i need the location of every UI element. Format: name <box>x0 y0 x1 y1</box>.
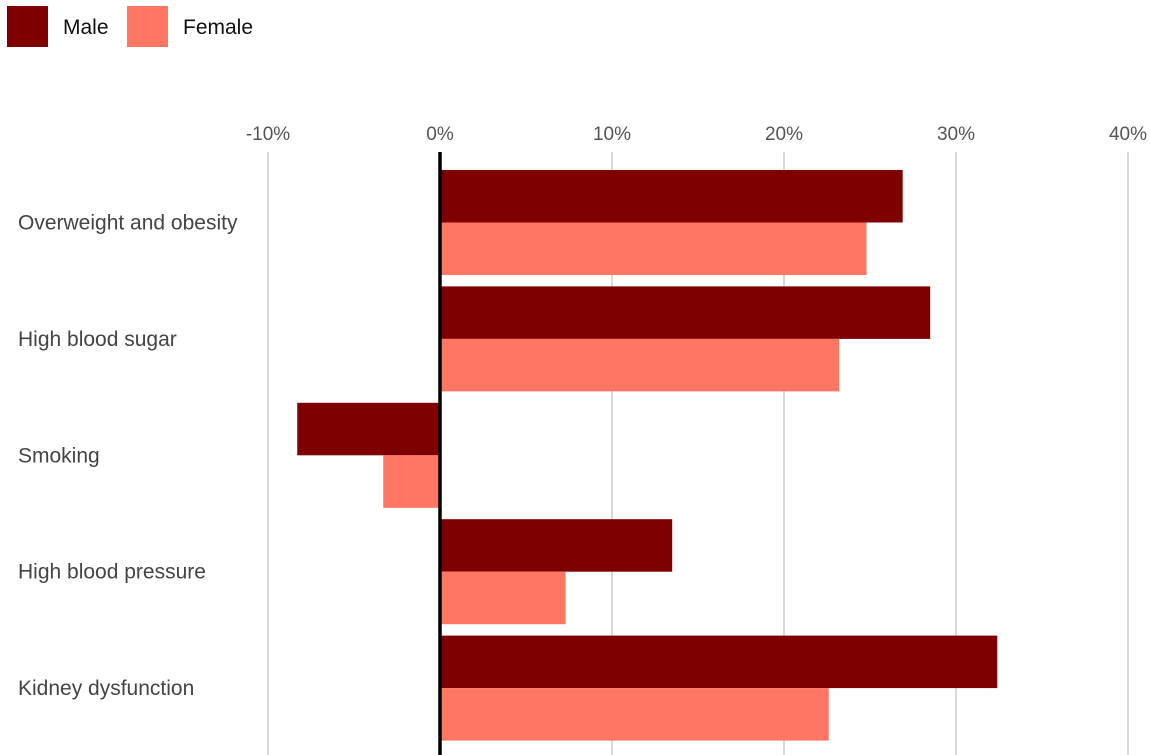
category-label-kidney-dysfunction: Kidney dysfunction <box>18 677 194 700</box>
category-labels: Overweight and obesity High blood sugar Sm… <box>18 212 238 701</box>
bar-male-overweight-and-obesity <box>440 170 903 223</box>
category-label-smoking: Smoking <box>18 444 100 467</box>
legend: Male Female <box>7 6 253 47</box>
category-label-high-blood-pressure: High blood pressure <box>18 561 206 584</box>
legend-label-female: Female <box>183 16 253 39</box>
bar-male-high-blood-pressure <box>440 519 673 572</box>
x-axis-tick-labels: -10% 0% 10% 20% 30% 40% <box>246 124 1147 145</box>
x-tick-label: 0% <box>426 124 454 145</box>
x-tick-label: 40% <box>1109 124 1147 145</box>
x-tick-label: 20% <box>765 124 803 145</box>
bar-female-high-blood-pressure <box>440 571 566 625</box>
legend-swatch-female <box>127 6 168 47</box>
bars <box>297 170 998 741</box>
x-tick-label: 10% <box>593 124 631 145</box>
x-tick-label: 30% <box>937 124 975 145</box>
category-label-overweight-and-obesity: Overweight and obesity <box>18 212 238 235</box>
bar-male-smoking <box>297 402 440 456</box>
bar-male-high-blood-sugar <box>440 286 931 339</box>
category-label-high-blood-sugar: High blood sugar <box>18 328 177 351</box>
bar-female-high-blood-sugar <box>440 338 840 392</box>
legend-swatch-male <box>7 6 48 47</box>
bar-female-kidney-dysfunction <box>440 688 829 741</box>
x-tick-label: -10% <box>246 124 290 145</box>
legend-label-male: Male <box>63 16 109 39</box>
bar-female-smoking <box>383 455 440 508</box>
bar-female-overweight-and-obesity <box>440 222 867 275</box>
bar-male-kidney-dysfunction <box>440 635 998 689</box>
